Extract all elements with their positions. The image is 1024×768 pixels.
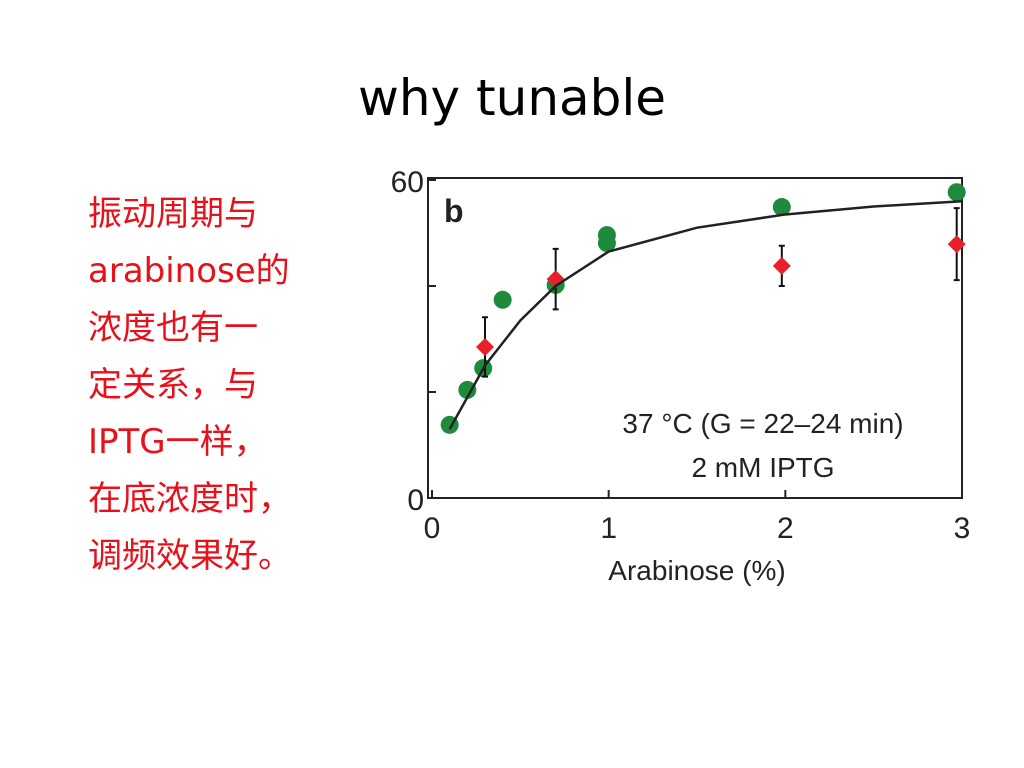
slide-title: why tunable [358,69,666,127]
x-tick-label: 2 [777,512,794,545]
chart: 0 60 0 1 2 3 Arabinose (%) b 37 °C (G = 22–24 mi… [391,166,971,586]
data-point [947,183,966,202]
data-point [493,290,512,309]
x-tick-label: 1 [600,512,617,545]
note-line: arabinose的 [88,251,290,291]
annotation: 37 °C (G = 22–24 min) [622,408,903,439]
y-tick-label: 0 [407,484,424,517]
data-point [458,380,477,399]
data-point [772,198,791,217]
note-line: 定关系，与 [88,365,258,405]
data-point [947,235,966,254]
annotation: 2 mM IPTG [691,452,834,483]
note-line: IPTG一样， [88,422,268,462]
data-point [476,337,494,356]
data-point [597,234,616,253]
x-tick-label: 0 [424,512,441,545]
x-tick-label: 3 [954,512,971,545]
panel-label: b [444,193,464,229]
note-line: 振动周期与 [88,194,258,234]
note-line: 浓度也有一 [88,308,258,348]
note-line: 在底浓度时， [88,479,292,519]
x-axis-label: Arabinose (%) [608,555,785,586]
y-tick-label: 60 [391,166,424,199]
data-point [772,256,791,275]
fit-curve [448,199,963,430]
note-line: 调频效果好。 [88,536,292,576]
plot-frame [427,177,963,499]
